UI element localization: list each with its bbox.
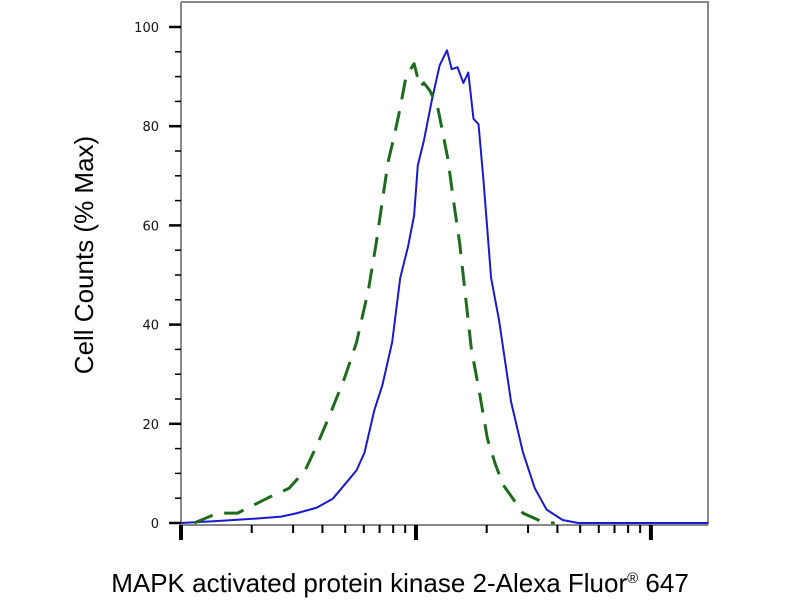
series-group	[180, 49, 708, 525]
y-tick-label: 40	[142, 319, 159, 334]
stained-histogram-line	[180, 49, 708, 524]
y-tick-label: 100	[134, 21, 159, 36]
x-axis-label-main: MAPK activated protein kinase 2-Alexa Fl…	[111, 568, 627, 598]
y-tick-label: 20	[142, 418, 159, 433]
y-axis: 0 20 40 60 80 100	[134, 2, 182, 532]
x-axis-label: MAPK activated protein kinase 2-Alexa Fl…	[111, 568, 689, 598]
y-tick-label: 80	[142, 120, 159, 135]
control-histogram-line	[193, 62, 555, 525]
y-tick-label: 0	[151, 517, 159, 532]
x-axis-label-suffix: 647	[638, 568, 689, 598]
y-axis-label: Cell Counts (% Max)	[69, 136, 99, 374]
x-axis-label-mark: ®	[627, 570, 638, 587]
plot-frame	[181, 1, 709, 525]
plot-border	[181, 1, 709, 525]
y-tick-label: 60	[142, 219, 159, 234]
x-axis	[179, 524, 708, 540]
